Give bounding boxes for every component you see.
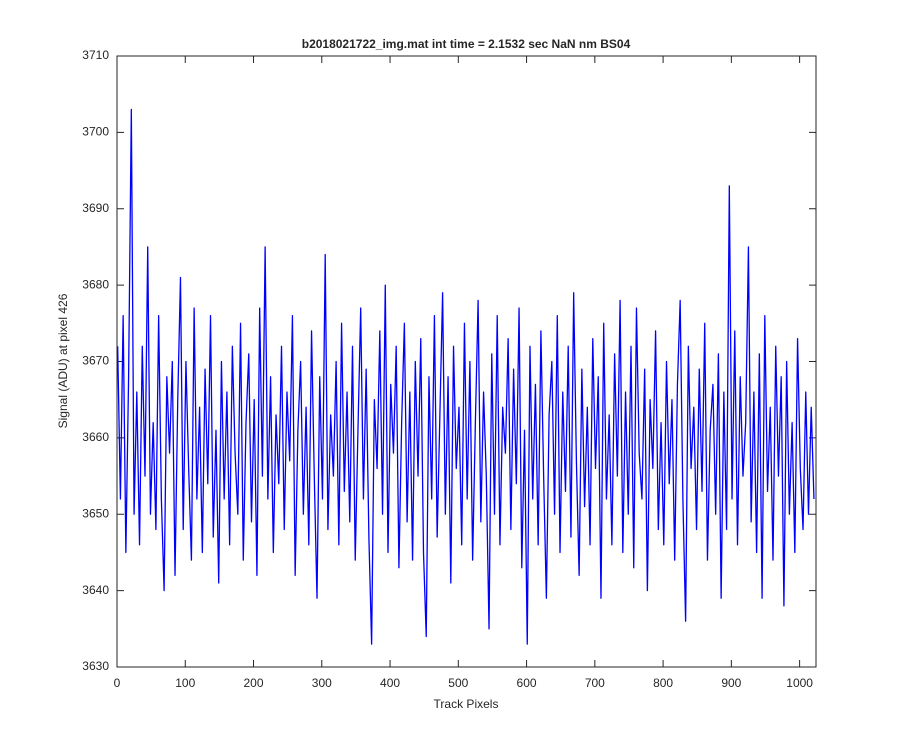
x-tick-label: 0 — [114, 676, 121, 690]
plot-area — [117, 56, 816, 667]
y-tick-label: 3700 — [82, 125, 109, 139]
y-tick-label: 3690 — [82, 201, 109, 215]
x-tick-label: 400 — [380, 676, 400, 690]
y-tick-label: 3710 — [82, 48, 109, 62]
x-tick-label: 800 — [653, 676, 673, 690]
y-tick-label: 3660 — [82, 430, 109, 444]
data-line — [117, 108, 815, 645]
y-tick-label: 3650 — [82, 506, 109, 520]
x-tick-label: 900 — [721, 676, 741, 690]
chart-title: b2018021722_img.mat int time = 2.1532 se… — [302, 37, 631, 51]
x-tick-label: 300 — [312, 676, 332, 690]
x-tick-label: 500 — [448, 676, 468, 690]
x-tick-label: 1000 — [786, 676, 813, 690]
axes-box — [116, 55, 817, 668]
y-tick-label: 3640 — [82, 583, 109, 597]
y-tick-label: 3670 — [82, 354, 109, 368]
y-tick-label: 3680 — [82, 277, 109, 291]
x-tick-label: 700 — [585, 676, 605, 690]
y-axis-label: Signal (ADU) at pixel 426 — [56, 293, 70, 428]
x-tick-label: 200 — [244, 676, 264, 690]
x-axis-label: Track Pixels — [434, 697, 499, 711]
x-tick-label: 600 — [517, 676, 537, 690]
y-tick-label: 3630 — [82, 659, 109, 673]
x-tick-label: 100 — [175, 676, 195, 690]
